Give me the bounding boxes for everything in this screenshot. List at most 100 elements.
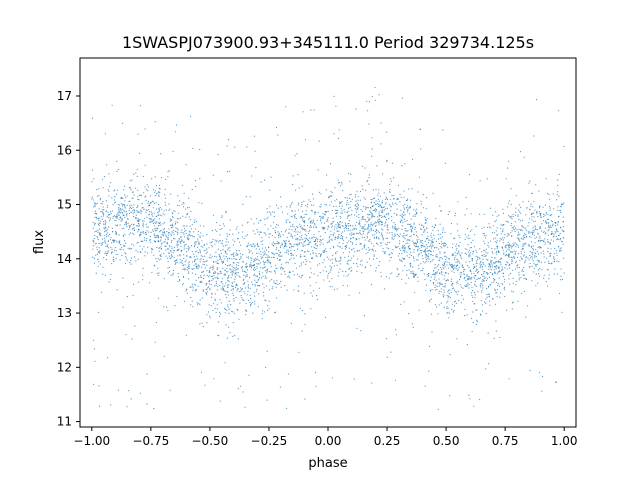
data-point: [164, 240, 166, 242]
data-point: [384, 225, 386, 227]
data-point: [170, 250, 172, 252]
data-point: [371, 205, 373, 208]
data-point: [345, 226, 347, 228]
data-point: [270, 271, 272, 273]
data-point: [232, 311, 234, 313]
data-point: [100, 202, 102, 205]
data-point: [397, 255, 400, 257]
data-point: [155, 202, 157, 204]
data-point: [529, 245, 531, 247]
data-point: [252, 312, 254, 314]
data-point: [288, 272, 290, 274]
data-point: [450, 278, 453, 280]
data-point: [443, 263, 445, 265]
plot-frame: [79, 57, 577, 428]
data-point: [250, 266, 253, 269]
data-point: [392, 227, 394, 229]
data-point: [93, 202, 95, 204]
data-point: [139, 235, 141, 237]
y-tick-label: 15: [57, 198, 72, 212]
data-point: [255, 259, 257, 261]
data-point: [483, 271, 485, 273]
data-point: [495, 219, 497, 221]
data-point: [104, 133, 106, 135]
data-point: [445, 242, 447, 245]
data-point: [167, 237, 169, 239]
data-point: [531, 216, 533, 218]
data-point: [179, 255, 181, 257]
data-point: [188, 264, 190, 266]
data-point: [402, 217, 404, 219]
data-point: [524, 261, 526, 263]
data-point: [316, 299, 318, 301]
data-point: [402, 270, 404, 272]
data-point: [188, 249, 190, 251]
data-point: [553, 233, 555, 235]
data-point: [252, 261, 255, 263]
data-point: [236, 285, 238, 287]
data-point: [347, 228, 349, 230]
data-point: [511, 227, 513, 229]
data-point: [114, 219, 116, 221]
data-point: [542, 231, 545, 233]
data-point: [382, 209, 384, 211]
data-point: [369, 225, 371, 228]
data-point: [370, 201, 372, 203]
data-point: [485, 237, 487, 239]
data-point: [510, 188, 512, 190]
data-point: [110, 246, 112, 248]
data-point: [312, 193, 314, 195]
data-point: [267, 228, 269, 230]
data-point: [99, 222, 101, 224]
data-point: [194, 290, 196, 292]
data-point: [362, 233, 364, 235]
data-point: [176, 249, 179, 251]
data-point: [202, 261, 204, 263]
data-point: [240, 287, 242, 289]
data-point: [123, 227, 125, 229]
data-point: [267, 261, 269, 263]
data-point: [481, 274, 483, 276]
data-point: [290, 322, 292, 324]
data-point: [123, 244, 125, 246]
data-point: [113, 239, 115, 241]
data-point: [290, 225, 292, 228]
data-point: [458, 244, 460, 247]
data-point: [172, 237, 175, 239]
data-point: [510, 256, 512, 258]
data-point: [193, 264, 195, 266]
data-point: [521, 270, 523, 272]
data-point: [361, 272, 363, 274]
data-point: [276, 241, 279, 243]
data-point: [203, 274, 205, 276]
data-point: [240, 256, 242, 258]
data-point: [528, 231, 530, 233]
data-point: [524, 251, 526, 253]
data-point: [262, 252, 264, 254]
data-point: [249, 250, 251, 252]
data-point: [255, 275, 257, 277]
data-point: [392, 198, 395, 200]
data-point: [97, 259, 99, 261]
data-point: [413, 223, 415, 225]
data-point: [409, 263, 411, 265]
data-point: [134, 325, 136, 327]
data-point: [199, 259, 201, 261]
data-point: [434, 286, 436, 288]
data-point: [126, 213, 128, 215]
data-point: [159, 223, 161, 225]
data-point: [483, 253, 485, 255]
data-point: [208, 304, 210, 306]
data-point: [148, 214, 150, 216]
data-point: [403, 207, 405, 209]
data-point: [452, 287, 455, 289]
data-point: [309, 225, 312, 227]
data-point: [529, 254, 531, 256]
data-point: [507, 254, 510, 256]
data-point: [155, 227, 157, 229]
data-point: [453, 259, 456, 261]
data-point: [425, 256, 427, 258]
data-point: [216, 304, 218, 306]
data-point: [206, 322, 208, 324]
data-point: [228, 233, 230, 236]
